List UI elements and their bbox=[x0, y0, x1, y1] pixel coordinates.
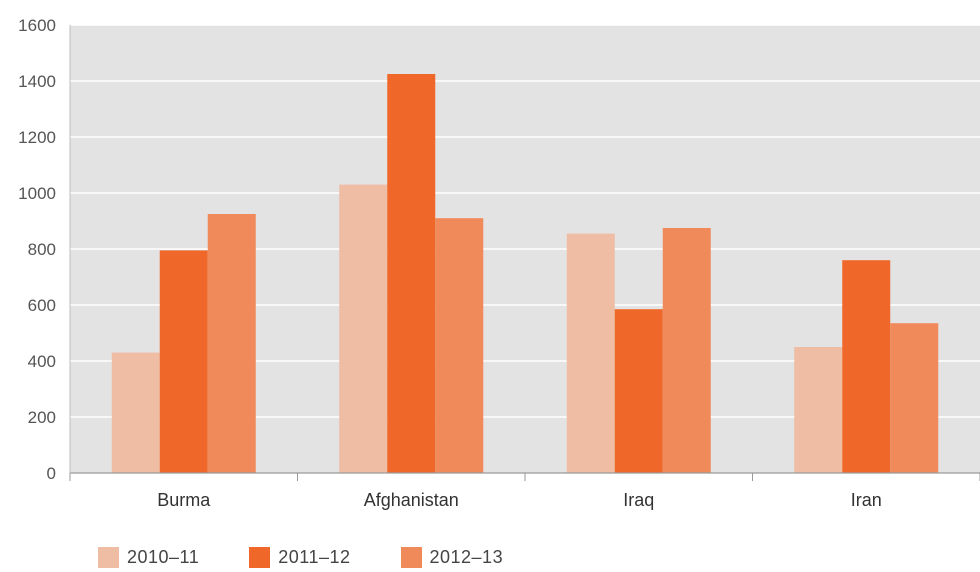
bar-afghanistan-1 bbox=[387, 74, 436, 473]
bar-iran-2 bbox=[890, 323, 939, 473]
legend: 2010–11 2011–12 2012–13 bbox=[98, 546, 553, 568]
bar-iraq-0 bbox=[566, 233, 615, 473]
bar-burma-0 bbox=[111, 352, 160, 473]
y-tick-label: 1400 bbox=[18, 72, 56, 91]
axes bbox=[69, 25, 980, 481]
x-category-label: Afghanistan bbox=[364, 490, 459, 510]
legend-swatch-2012-13 bbox=[400, 546, 422, 568]
bars bbox=[111, 74, 939, 473]
bar-iran-1 bbox=[842, 260, 891, 473]
y-tick-label: 1200 bbox=[18, 128, 56, 147]
bar-burma-2 bbox=[207, 214, 256, 473]
legend-swatch-2011-12 bbox=[249, 546, 271, 568]
y-tick-labels: 0 200 400 600 800 1000 1200 1400 1600 bbox=[18, 16, 56, 483]
y-tick-label: 0 bbox=[47, 464, 56, 483]
bar-iran-0 bbox=[794, 347, 843, 473]
legend-item-2010-11: 2010–11 bbox=[98, 546, 200, 568]
bar-iraq-2 bbox=[662, 228, 711, 473]
y-tick-label: 1600 bbox=[18, 16, 56, 35]
bar-iraq-1 bbox=[614, 309, 663, 473]
x-category-labels: Burma Afghanistan Iraq Iran bbox=[157, 490, 882, 510]
x-category-label: Iraq bbox=[623, 490, 654, 510]
y-tick-label: 1000 bbox=[18, 184, 56, 203]
x-category-label: Iran bbox=[851, 490, 882, 510]
legend-swatch-2010-11 bbox=[98, 546, 119, 568]
legend-item-2012-13: 2012–13 bbox=[400, 546, 504, 568]
y-tick-label: 200 bbox=[28, 408, 56, 427]
legend-label-2012-13: 2012–13 bbox=[429, 546, 504, 567]
y-tick-label: 800 bbox=[28, 240, 56, 259]
bar-afghanistan-2 bbox=[435, 218, 484, 473]
bar-afghanistan-0 bbox=[339, 184, 388, 473]
bar-burma-1 bbox=[159, 250, 208, 473]
y-tick-label: 600 bbox=[28, 296, 56, 315]
legend-label-2011-12: 2011–12 bbox=[278, 546, 351, 567]
x-category-label: Burma bbox=[157, 490, 211, 510]
legend-label-2010-11: 2010–11 bbox=[127, 546, 200, 567]
legend-item-2011-12: 2011–12 bbox=[249, 546, 351, 568]
y-tick-label: 400 bbox=[28, 352, 56, 371]
